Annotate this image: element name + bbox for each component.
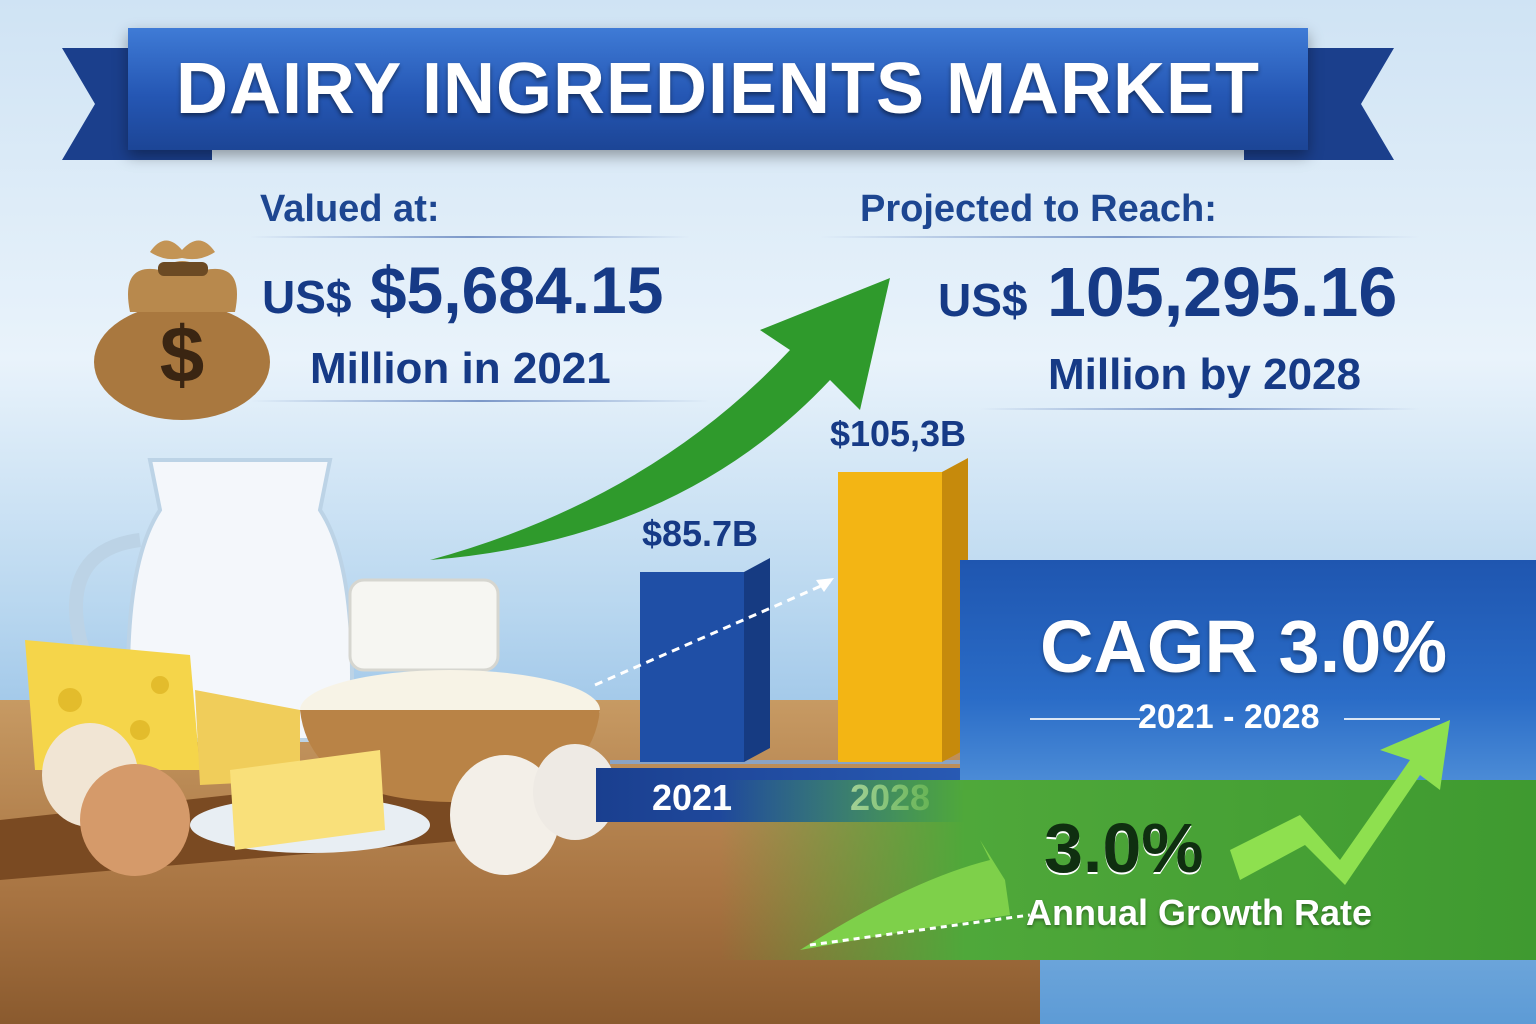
title-banner: DAIRY INGREDIENTS MARKET bbox=[128, 28, 1308, 150]
divider bbox=[820, 236, 1420, 238]
x-tick-label: 2021 bbox=[652, 777, 732, 818]
money-bag-icon: $ bbox=[94, 240, 270, 420]
connector-arrowhead bbox=[816, 578, 834, 592]
cagr-headline: CAGR 3.0% bbox=[1040, 605, 1448, 688]
amount-value: 105,295.16 bbox=[1046, 253, 1398, 331]
projected-caption: Million by 2028 bbox=[1048, 350, 1361, 399]
data-label: $105,3B bbox=[830, 420, 966, 454]
growth-connector bbox=[594, 580, 831, 687]
bar-2028 bbox=[838, 458, 968, 762]
cagr-period: 2021 - 2028 bbox=[1138, 698, 1320, 736]
svg-text:$: $ bbox=[160, 310, 205, 399]
amount-value: 5,684.15 bbox=[406, 253, 664, 327]
growth-rate-value: 3.0% bbox=[1044, 809, 1204, 887]
valued-at-amount: US$ $5,684.15 bbox=[262, 253, 664, 327]
divider bbox=[980, 408, 1420, 410]
divider bbox=[250, 236, 690, 238]
bar-front bbox=[838, 472, 942, 762]
bar-side bbox=[744, 558, 770, 762]
projected-label: Projected to Reach: bbox=[860, 188, 1217, 230]
currency-label: US$ bbox=[262, 271, 352, 323]
data-label: $85.7B bbox=[642, 513, 758, 554]
bar-2021 bbox=[640, 558, 770, 762]
divider bbox=[1030, 718, 1140, 720]
projected-amount: US$ 105,295.16 bbox=[938, 252, 1397, 332]
trend-arrow-icon bbox=[430, 278, 890, 560]
dairy-products-illustration bbox=[0, 458, 617, 880]
valued-at-caption: Million in 2021 bbox=[310, 344, 611, 393]
currency-label: US$ bbox=[938, 274, 1028, 326]
growth-rate-label: Annual Growth Rate bbox=[1026, 892, 1373, 933]
divider bbox=[1344, 718, 1440, 720]
bar-front bbox=[640, 572, 744, 762]
valued-at-label: Valued at: bbox=[260, 188, 440, 230]
page-title: DAIRY INGREDIENTS MARKET bbox=[175, 49, 1261, 129]
growth-arrow-icon bbox=[800, 720, 1450, 950]
divider bbox=[250, 400, 710, 402]
